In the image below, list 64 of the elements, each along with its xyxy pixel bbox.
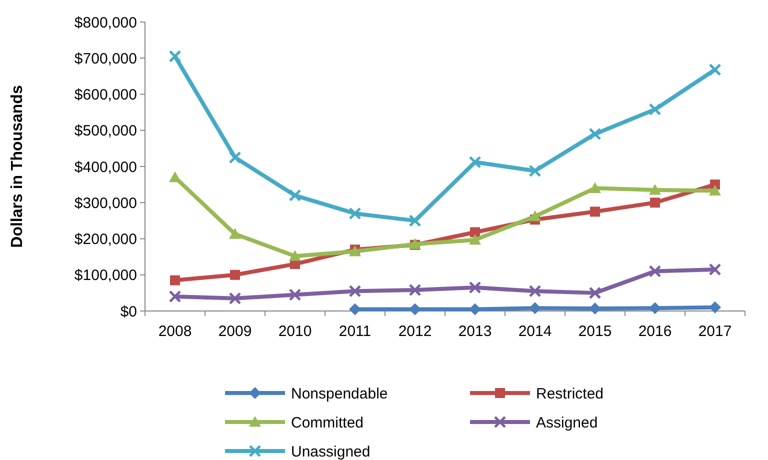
legend-label: Assigned — [536, 414, 598, 432]
point — [529, 302, 541, 314]
point — [288, 288, 302, 301]
point — [168, 50, 182, 63]
y-tick-label: $400,000 — [74, 158, 137, 176]
point — [229, 228, 241, 239]
point — [468, 156, 482, 168]
point — [648, 265, 662, 278]
x-tick-label: 2010 — [278, 323, 312, 340]
point — [588, 128, 602, 140]
point — [469, 234, 481, 245]
y-tick-label: $800,000 — [74, 14, 137, 32]
y-tick-label: $600,000 — [74, 86, 137, 104]
point — [289, 250, 301, 261]
legend-label: Unassigned — [291, 443, 370, 460]
point — [588, 286, 602, 300]
y-axis-title: Dollars in Thousands — [9, 85, 26, 248]
point — [168, 290, 182, 303]
point — [228, 292, 242, 305]
x-tick-label: 2015 — [578, 323, 612, 340]
point — [409, 303, 421, 316]
point — [470, 227, 480, 238]
y-tick-label: $300,000 — [74, 194, 137, 212]
y-tick-label: $500,000 — [74, 122, 137, 140]
point — [348, 207, 362, 220]
point — [589, 182, 601, 193]
x-tick-label: 2014 — [518, 323, 552, 340]
x-tick-label: 2008 — [158, 323, 192, 340]
point — [529, 210, 541, 222]
y-tick-label: $0 — [120, 303, 137, 320]
point — [709, 184, 721, 196]
point — [648, 103, 662, 116]
point — [709, 301, 721, 314]
x-tick-label: 2013 — [458, 323, 492, 340]
x-tick-label: 2009 — [218, 323, 252, 340]
point — [708, 63, 722, 76]
point — [468, 281, 482, 294]
point — [170, 275, 180, 286]
x-tick-label: 2011 — [338, 323, 372, 340]
point — [408, 284, 422, 296]
point — [469, 303, 481, 316]
x-tick-label: 2016 — [638, 323, 672, 340]
point — [650, 198, 660, 208]
legend-label: Committed — [291, 414, 364, 432]
point — [348, 284, 362, 298]
legend-label: Restricted — [536, 385, 604, 402]
y-tick-label: $700,000 — [74, 50, 137, 68]
point — [528, 284, 542, 298]
point — [590, 206, 600, 217]
x-tick-label: 2012 — [398, 323, 432, 340]
point — [408, 214, 422, 227]
y-tick-label: $200,000 — [74, 231, 137, 248]
point — [708, 263, 722, 276]
point — [228, 151, 242, 164]
point — [349, 303, 361, 316]
point — [169, 171, 181, 182]
legend-label: Nonspendable — [291, 385, 388, 402]
point — [649, 302, 661, 314]
point — [528, 164, 542, 178]
point — [288, 189, 302, 202]
point — [230, 270, 240, 280]
x-tick-label: 2017 — [698, 323, 732, 340]
point — [649, 184, 661, 195]
y-tick-label: $100,000 — [74, 267, 137, 284]
